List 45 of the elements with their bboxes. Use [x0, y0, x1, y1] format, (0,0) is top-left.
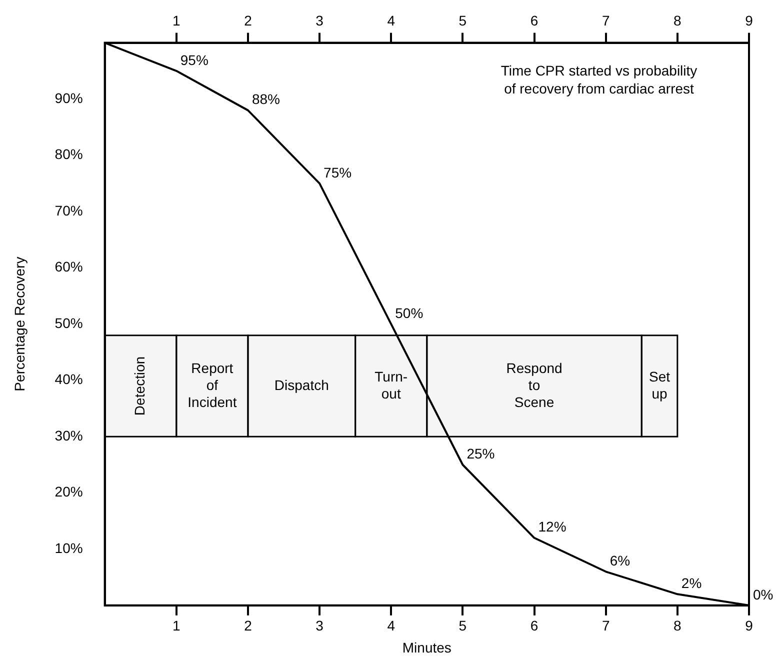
- band-label: Set up: [649, 368, 670, 402]
- data-label: 75%: [324, 164, 352, 180]
- band-label: Detection: [131, 356, 148, 416]
- y-tick-label: 90%: [54, 90, 83, 106]
- x2-tick-label: 5: [458, 12, 467, 28]
- x2-tick-label: 8: [674, 12, 682, 28]
- band-label: Report of Incident: [188, 360, 237, 410]
- x2-tick-label: 2: [244, 12, 252, 28]
- x-tick-label: 5: [458, 618, 467, 634]
- y-tick-label: 30%: [54, 427, 83, 444]
- x2-tick-label: 4: [387, 12, 396, 28]
- x-tick-label: 8: [674, 618, 682, 634]
- y-tick-label: 20%: [54, 484, 83, 500]
- data-label: 6%: [610, 552, 630, 569]
- y-tick-label: 40%: [54, 371, 83, 388]
- text: Time CPR started vs probability of recovery from cardiac arrest: [500, 62, 698, 97]
- data-label: 95%: [180, 52, 208, 68]
- y-tick-label: 70%: [54, 202, 83, 218]
- x-tick-label: 6: [530, 618, 538, 634]
- band-label: Dispatch: [274, 376, 329, 393]
- x2-tick-label: 1: [172, 12, 180, 28]
- x2-tick-label: 6: [530, 12, 538, 28]
- y-tick-label: 10%: [54, 540, 83, 556]
- x-tick-label: 1: [172, 618, 180, 634]
- y-axis-title: Percentage Recovery: [11, 256, 28, 392]
- x-tick-label: 4: [387, 618, 396, 634]
- data-label: 2%: [681, 575, 702, 592]
- data-label: 12%: [538, 518, 566, 535]
- y-tick-label: 50%: [54, 314, 83, 331]
- x-tick-label: 7: [602, 618, 610, 634]
- data-label: 0%: [753, 586, 774, 602]
- x-tick-label: 2: [244, 618, 252, 634]
- y-tick-label: 60%: [54, 258, 83, 275]
- data-label: 25%: [466, 446, 495, 462]
- x-axis-title: Minutes: [402, 639, 452, 656]
- x-tick-label: 3: [316, 618, 324, 634]
- x2-tick-label: 9: [745, 12, 754, 28]
- x-tick-label: 9: [745, 618, 754, 634]
- x2-tick-label: 3: [316, 12, 324, 28]
- y-tick-label: 80%: [54, 146, 83, 162]
- x2-tick-label: 7: [602, 12, 610, 28]
- data-label: 88%: [252, 91, 280, 108]
- band-label: Respond to Scene: [506, 360, 562, 410]
- band-label: Turn-out: [374, 368, 408, 402]
- data-label: 50%: [395, 304, 424, 321]
